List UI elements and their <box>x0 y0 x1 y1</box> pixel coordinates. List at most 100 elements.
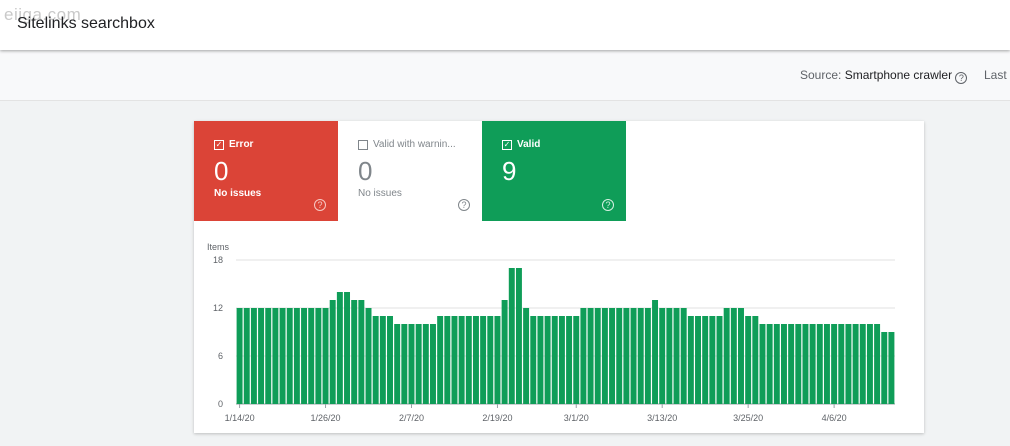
bar <box>816 324 823 404</box>
bar <box>695 316 701 404</box>
bar <box>293 308 300 404</box>
x-tick-label: 3/25/20 <box>733 413 763 423</box>
bar <box>272 308 279 404</box>
bar <box>236 308 243 404</box>
bar <box>659 308 666 404</box>
help-icon[interactable]: ? <box>602 199 614 211</box>
bar <box>544 316 551 404</box>
bar <box>286 308 293 404</box>
bar <box>508 268 515 404</box>
help-icon[interactable]: ? <box>955 72 968 84</box>
top-bar: eiiga.com Sitelinks searchbox <box>0 0 1010 50</box>
bar <box>458 316 465 404</box>
warning-tile[interactable]: Valid with warnin... 0 No issues ? <box>338 121 482 221</box>
bar <box>780 324 787 404</box>
bar <box>623 308 630 404</box>
bar <box>716 316 723 404</box>
bar <box>859 324 866 404</box>
source-selector[interactable]: Source: Smartphone crawler ? <box>800 68 968 84</box>
bar <box>472 316 479 404</box>
bar <box>394 324 401 404</box>
x-tick-label: 1/26/20 <box>311 413 341 423</box>
bar <box>587 308 594 404</box>
bar <box>845 324 852 404</box>
bar <box>788 324 795 404</box>
watermark: eiiga.com <box>4 5 82 24</box>
bar <box>644 308 651 404</box>
bar <box>838 324 845 404</box>
y-axis-label: Items <box>207 242 230 252</box>
bar <box>401 324 408 404</box>
bar <box>601 308 608 404</box>
bar <box>523 308 530 404</box>
bar <box>379 316 386 404</box>
error-checkbox-icon[interactable]: ✓ <box>214 139 224 150</box>
bar <box>329 300 336 404</box>
x-tick-label: 2/19/20 <box>482 413 512 423</box>
error-subtext: No issues <box>214 188 262 199</box>
bar <box>358 300 365 404</box>
bar <box>372 316 379 404</box>
bar <box>480 316 487 404</box>
valid-tile[interactable]: ✓ Valid 9 ? <box>482 121 626 221</box>
bar <box>351 300 358 404</box>
x-tick-label: 4/6/20 <box>822 413 847 423</box>
y-tick-label: 6 <box>218 351 223 361</box>
bar <box>874 324 881 404</box>
bar <box>702 316 709 404</box>
bar <box>652 300 659 404</box>
bar <box>444 316 451 404</box>
bar <box>551 316 558 404</box>
y-tick-label: 12 <box>213 303 223 313</box>
x-tick-label: 3/13/20 <box>647 413 677 423</box>
bar <box>888 332 895 404</box>
bar <box>415 324 422 404</box>
bar <box>422 324 429 404</box>
coverage-chart: Items 0 6 12 18 1/14/20 1/26/20 2/7/20 2/19/20 3/… <box>207 242 895 423</box>
bar <box>566 316 573 404</box>
bar <box>322 308 329 404</box>
bar <box>773 324 780 404</box>
bar <box>494 316 501 404</box>
bar <box>730 308 737 404</box>
bar <box>537 316 544 404</box>
bar <box>408 324 415 404</box>
y-tick-label: 0 <box>218 399 223 409</box>
bar <box>680 308 687 404</box>
source-bar: Source: Smartphone crawler ? Last <box>0 50 1010 101</box>
error-tile[interactable]: ✓ Error 0 No issues ? <box>194 121 338 221</box>
warning-checkbox-icon[interactable] <box>358 139 368 150</box>
bar <box>752 316 759 404</box>
bar <box>365 308 372 404</box>
bar <box>437 316 444 404</box>
valid-checkbox-icon[interactable]: ✓ <box>502 139 512 150</box>
bar <box>852 324 859 404</box>
x-tick-label: 2/7/20 <box>399 413 424 423</box>
bar <box>630 308 637 404</box>
x-tick-label: 3/1/20 <box>564 413 589 423</box>
bar <box>866 324 873 404</box>
bar <box>430 324 436 404</box>
bar <box>666 308 673 404</box>
coverage-card: ✓ Error 0 No issues ? Valid with warnin..… <box>194 121 924 433</box>
bar <box>609 308 616 404</box>
bar <box>795 324 802 404</box>
bar <box>530 316 537 404</box>
help-icon[interactable]: ? <box>458 199 470 211</box>
bar <box>573 316 580 404</box>
last-updated-label: Last <box>984 68 1007 82</box>
help-icon[interactable]: ? <box>314 199 326 211</box>
bar <box>802 324 809 404</box>
source-value: Smartphone crawler <box>844 68 953 82</box>
bar <box>387 316 393 404</box>
warning-count: 0 <box>358 156 373 186</box>
bar <box>637 308 644 404</box>
bar <box>709 316 716 404</box>
bar <box>301 308 308 404</box>
bar <box>616 308 623 404</box>
bar <box>673 308 680 404</box>
bar <box>745 316 752 404</box>
x-tick-label: 1/14/20 <box>225 413 255 423</box>
bar <box>265 308 272 404</box>
bar <box>809 324 816 404</box>
